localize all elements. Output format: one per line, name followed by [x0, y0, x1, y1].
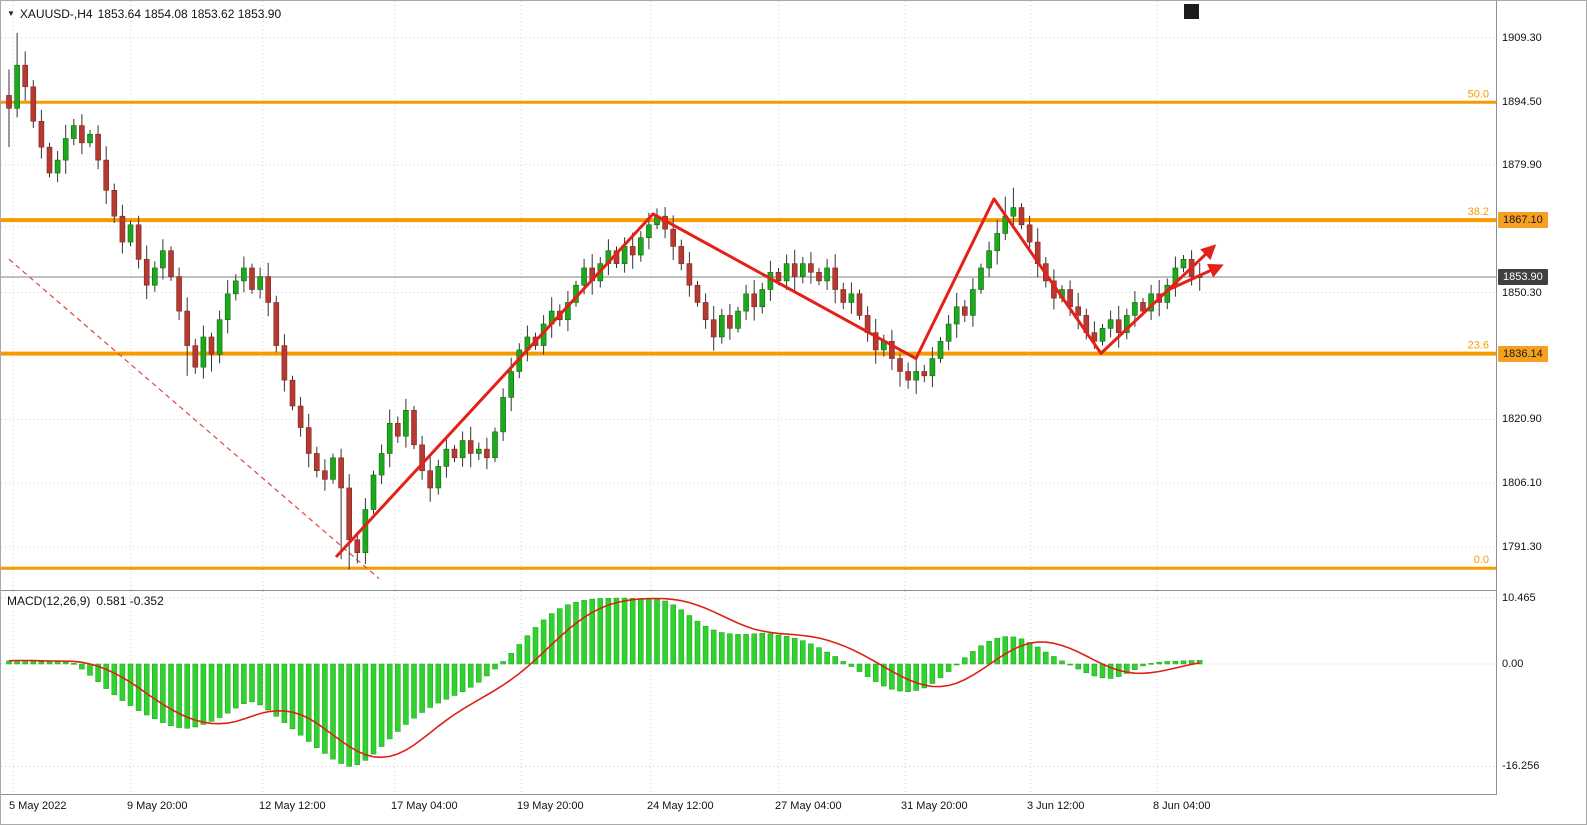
macd-title: MACD(12,26,9)	[7, 594, 91, 608]
price-axis[interactable]: 1909.30 1894.50 1879.90 1850.30 1820.90 1806.…	[1496, 1, 1586, 795]
macd-axis-label: 0.00	[1502, 658, 1524, 670]
projection-arrow	[1168, 263, 1224, 291]
time-axis-label: 9 May 20:00	[127, 800, 188, 812]
macd-values: 0.581 -0.352	[96, 594, 164, 608]
fib-price-badge: 1867.10	[1498, 212, 1548, 229]
time-axis-label: 27 May 04:00	[775, 800, 842, 812]
symbol-timeframe-label: XAUUSD-,H4	[19, 7, 93, 21]
macd-axis-label: 10.465	[1502, 592, 1536, 605]
chart-shift-marker[interactable]	[1184, 4, 1199, 19]
macd-axis-label: -16.256	[1502, 760, 1540, 773]
price-axis-label: 1806.10	[1502, 477, 1542, 490]
price-axis-label: 1894.50	[1502, 95, 1542, 108]
price-axis-label: 1820.90	[1502, 413, 1542, 426]
svg-text:23.6: 23.6	[1468, 340, 1489, 352]
macd-histogram	[6, 597, 1203, 767]
svg-text:38.2: 38.2	[1468, 206, 1489, 218]
ohlc-values-label: 1853.64 1854.08 1853.62 1853.90	[97, 7, 282, 21]
price-axis-label: 1850.30	[1502, 286, 1542, 299]
descending-trendline	[8, 258, 380, 580]
time-axis-label: 12 May 12:00	[259, 800, 326, 812]
time-axis-label: 5 May 2022	[9, 800, 67, 812]
macd-svg[interactable]	[1, 591, 1496, 795]
price-axis-label: 1909.30	[1502, 32, 1542, 44]
time-axis-label: 31 May 20:00	[901, 800, 968, 812]
fibonacci-levels: 50.0 38.2 23.6 0.0	[1, 88, 1496, 570]
time-axis-label: 3 Jun 12:00	[1027, 800, 1085, 812]
time-axis-label: 19 May 20:00	[517, 800, 584, 812]
time-axis-label: 24 May 12:00	[647, 800, 714, 812]
fib-price-badge: 1836.14	[1498, 345, 1548, 362]
time-axis-label: 17 May 04:00	[391, 800, 458, 812]
dropdown-arrow-icon: ▼	[7, 9, 15, 18]
current-price-badge: 1853.90	[1498, 269, 1548, 285]
time-axis-label: 8 Jun 04:00	[1153, 800, 1211, 812]
svg-text:50.0: 50.0	[1468, 88, 1489, 100]
price-chart-svg[interactable]: 50.0 38.2 23.6 0.0	[1, 1, 1496, 591]
main-chart-area[interactable]: 50.0 38.2 23.6 0.0 ▼ XAUUSD-,H4 1853.64 185…	[1, 1, 1496, 591]
chart-symbol-header: ▼ XAUUSD-,H4 1853.64 1854.08 1853.62 185…	[7, 7, 281, 21]
price-axis-label: 1791.30	[1502, 541, 1542, 554]
macd-indicator-label: MACD(12,26,9) 0.581 -0.352	[7, 594, 170, 608]
zigzag-wave-arrow	[334, 197, 1217, 559]
macd-signal-line	[8, 597, 1200, 759]
price-axis-label: 1879.90	[1502, 158, 1542, 171]
macd-panel[interactable]: MACD(12,26,9) 0.581 -0.352	[1, 591, 1496, 795]
svg-text:0.0: 0.0	[1474, 554, 1489, 566]
candles	[6, 32, 1203, 570]
time-axis[interactable]: 5 May 2022 9 May 20:00 12 May 12:00 17 May …	[1, 795, 1586, 824]
